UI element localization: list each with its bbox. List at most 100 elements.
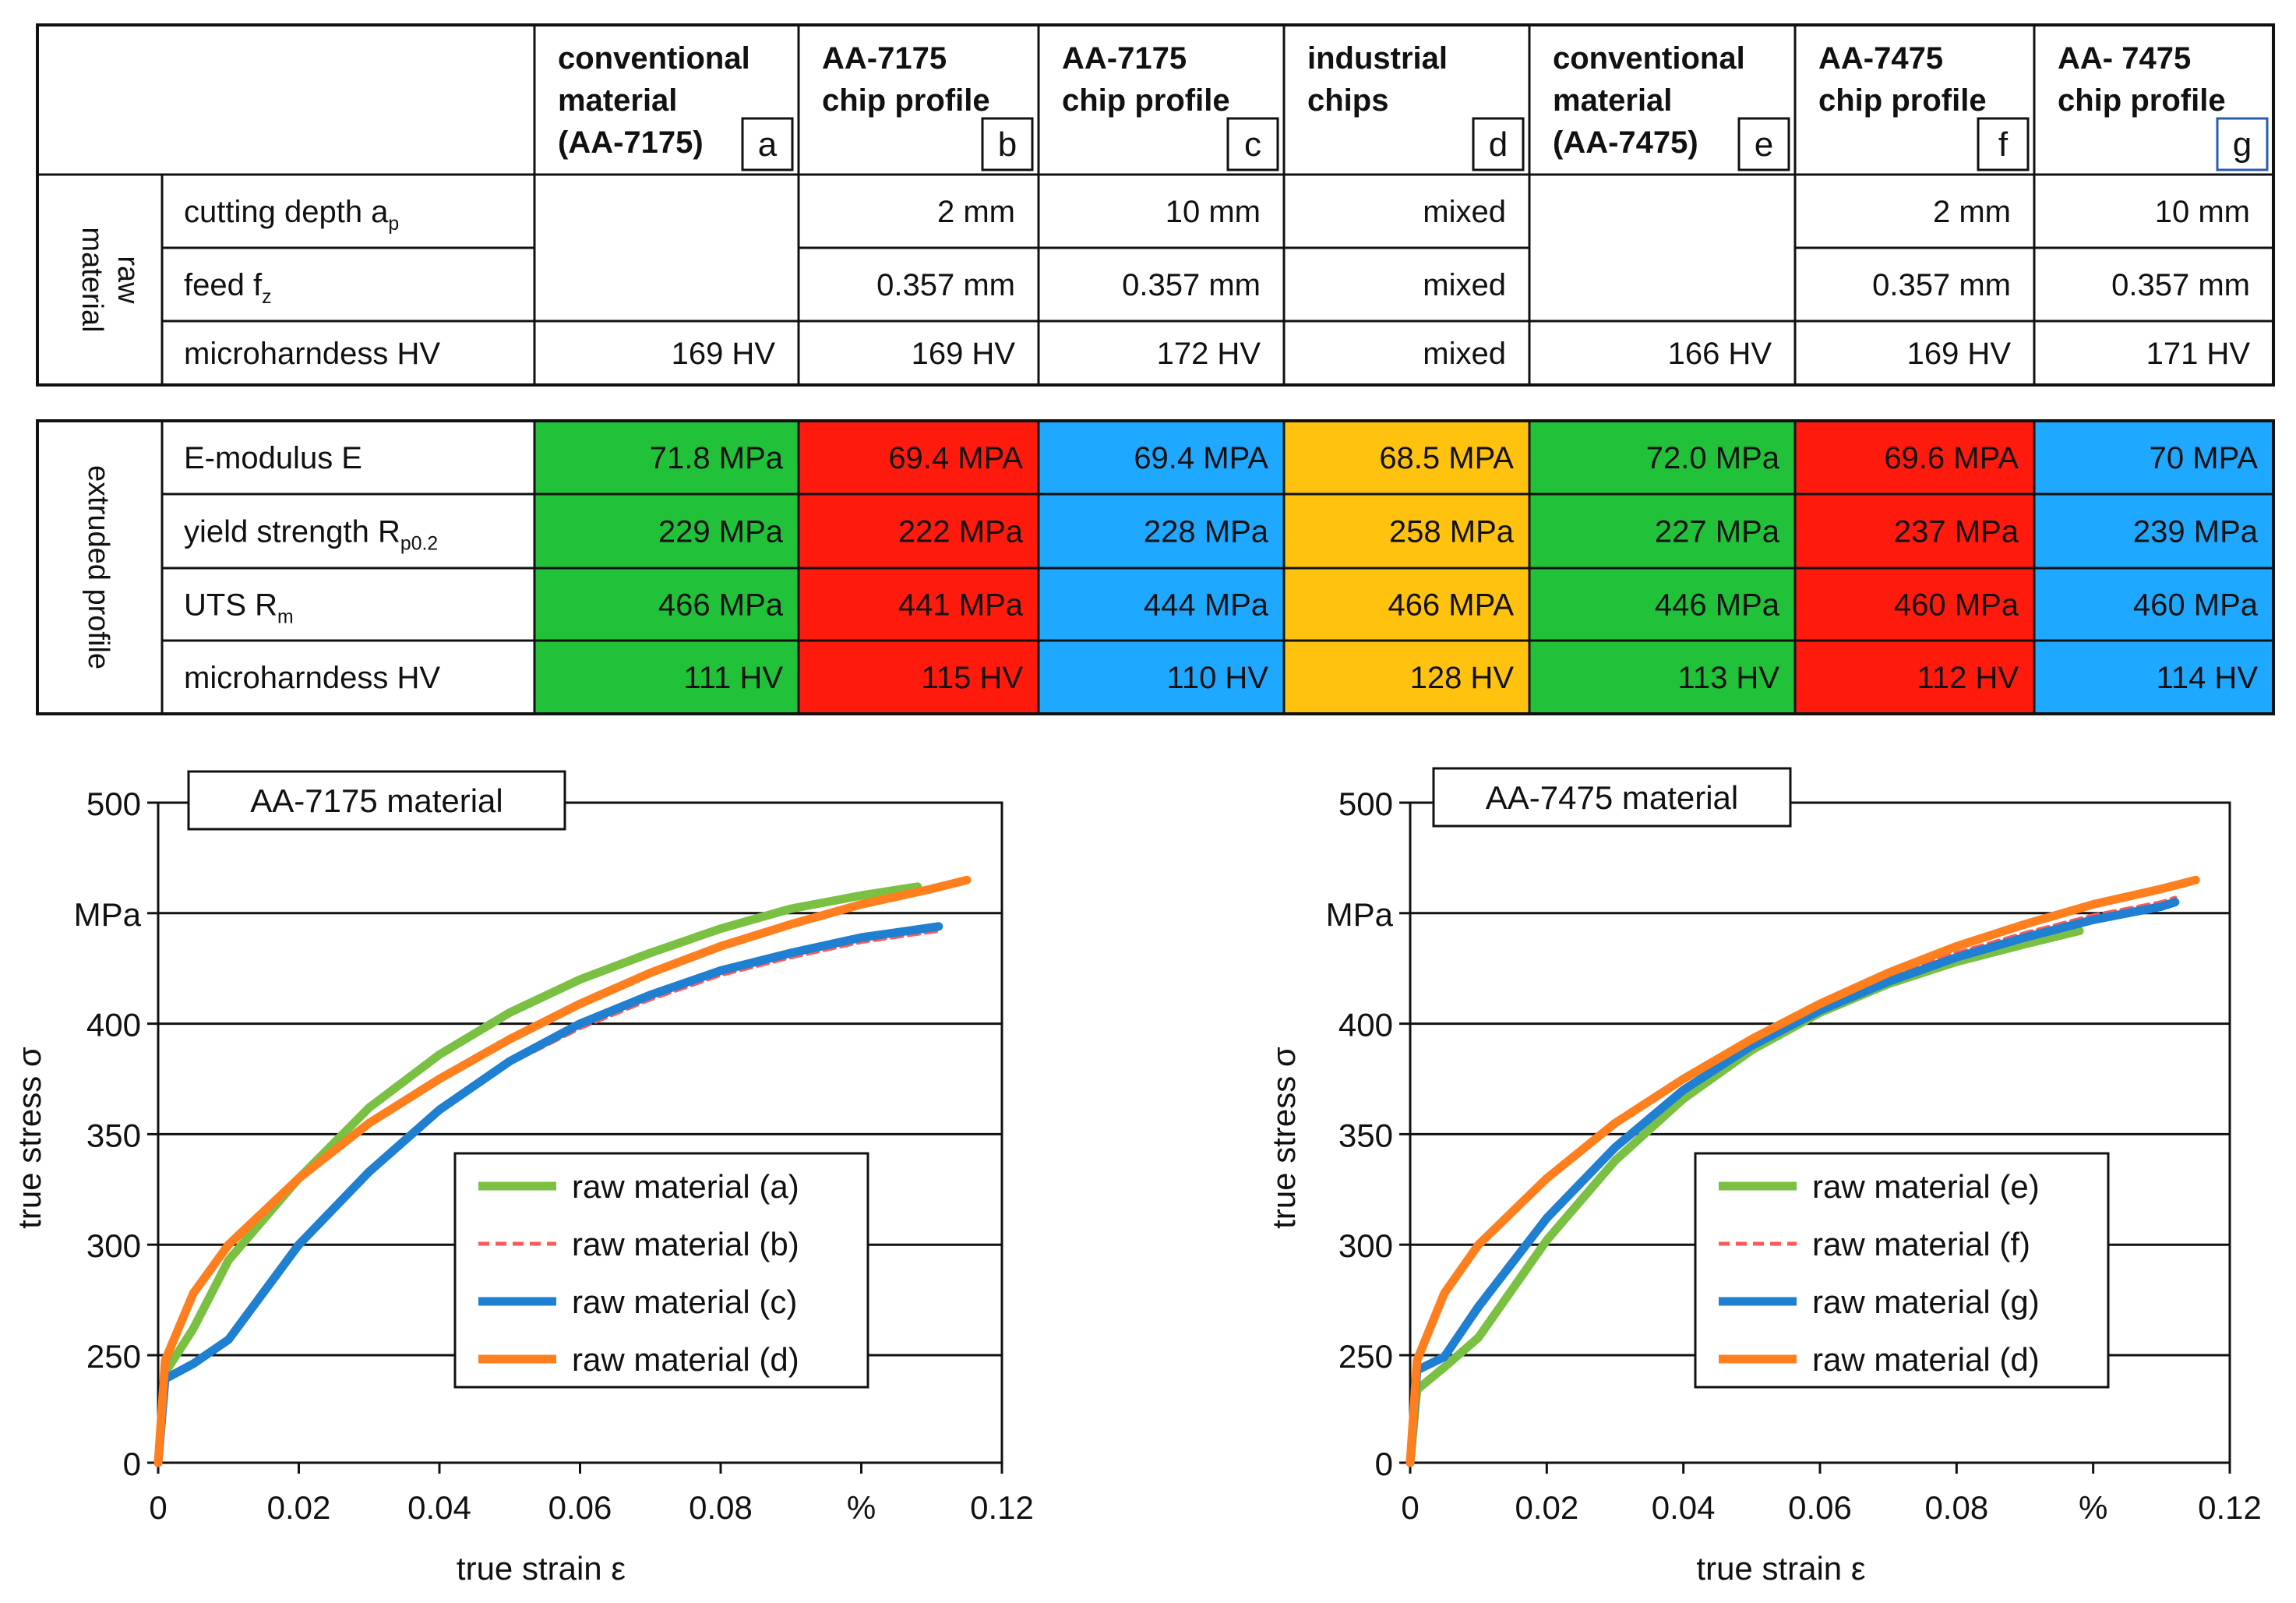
table-cell-value: 0.357 mm	[1872, 268, 2011, 302]
column-letter-e: e	[1755, 125, 1773, 164]
y-tick-label: 300	[1338, 1227, 1393, 1264]
column-letter-f: f	[1998, 125, 2009, 164]
column-letter-box	[1977, 117, 2030, 171]
raw-group-label-line: raw	[111, 256, 144, 304]
column-header-c: AA-7175	[1062, 41, 1187, 76]
column-header-d: chips	[1307, 83, 1388, 118]
y-axis-title-group: true stress σ	[1265, 1047, 1302, 1229]
column-letter-a: a	[758, 125, 778, 164]
y-tick-label: 0	[123, 1446, 141, 1482]
table-cell-value: 444 MPa	[1144, 588, 1269, 623]
table-cell-value: 172 HV	[1157, 337, 1261, 371]
column-letter-d: d	[1489, 125, 1508, 164]
column-header-f: AA-7475	[1818, 41, 1943, 76]
legend-label: raw material (c)	[572, 1283, 797, 1320]
row-label: cutting depth ap	[184, 195, 399, 235]
table-cell-value: 69.4 MPA	[888, 441, 1023, 475]
chart-title: AA-7475 material	[1486, 779, 1739, 816]
column-header-g: chip profile	[2058, 83, 2226, 118]
x-tick-label: %	[847, 1489, 876, 1526]
table-cell-value: 466 MPA	[1388, 588, 1514, 623]
column-header-b: chip profile	[822, 83, 990, 118]
table-cell-value: 115 HV	[922, 661, 1024, 695]
table-cell-value: 258 MPa	[1389, 515, 1515, 549]
y-tick-label: MPa	[1326, 896, 1394, 933]
column-header-e: material	[1553, 83, 1672, 118]
y-tick-label: 300	[86, 1227, 141, 1264]
column-letter-g: g	[2233, 125, 2252, 164]
legend-label: raw material (d)	[572, 1341, 799, 1378]
x-tick-label: 0.02	[1515, 1489, 1578, 1526]
x-tick-label: 0.08	[689, 1489, 753, 1526]
raw-table-border	[36, 23, 2275, 387]
chart-title-box	[1432, 767, 1792, 828]
table-cell-value: 166 HV	[1668, 337, 1772, 371]
table-cell-value: 111 HV	[684, 661, 784, 695]
table-cell-value: 171 HV	[2146, 337, 2251, 371]
table-cell-value: 112 HV	[1917, 661, 2019, 695]
table-cell-value: mixed	[1423, 195, 1506, 229]
row-label: E-modulus E	[184, 441, 362, 475]
y-tick-label: 400	[1338, 1007, 1393, 1043]
table-cell-value: 441 MPa	[898, 588, 1024, 623]
x-tick-label: 0	[149, 1489, 167, 1526]
property-tables: conventional material (AA-7175) a AA-7175 chi…	[36, 23, 2275, 715]
table-cell-value: 110 HV	[1167, 661, 1269, 695]
x-tick-label: 0.08	[1924, 1489, 1988, 1526]
table-cell-value: 2 mm	[937, 195, 1015, 229]
x-tick-label: %	[2079, 1489, 2107, 1526]
table-cell-value: 227 MPa	[1655, 515, 1780, 549]
row-label: UTS Rm	[184, 588, 294, 628]
raw-material-table: conventional material (AA-7175) a AA-7175 chi…	[36, 23, 2275, 387]
x-axis-title: true strain ε	[457, 1550, 626, 1587]
row-label: microharndess HV	[184, 661, 440, 695]
table-cell-value: 69.6 MPA	[1884, 441, 2019, 475]
x-tick-label: 0.06	[1788, 1489, 1852, 1526]
table-cell-value: 237 MPa	[1894, 515, 2019, 549]
table-cell-value: 446 MPa	[1655, 588, 1780, 623]
table-cell-value: 0.357 mm	[1122, 268, 1261, 302]
table-cell-value: 114 HV	[2157, 661, 2259, 695]
x-axis-title: true strain ε	[1696, 1550, 1865, 1587]
legend: raw material (a) raw material (b) raw mate…	[453, 1152, 869, 1389]
column-header-a: conventional	[558, 41, 750, 76]
series-line-c	[1405, 898, 2180, 1467]
column-letter-b: b	[998, 125, 1017, 164]
legend: raw material (e) raw material (f) raw mate…	[1694, 1152, 2110, 1389]
column-header-a: material	[558, 83, 677, 118]
column-header-f: chip profile	[1818, 83, 1987, 118]
legend-label: raw material (e)	[1812, 1168, 2040, 1205]
table-cell-value: 72.0 MPa	[1646, 441, 1780, 475]
table-cell-value: 10 mm	[1166, 195, 1261, 229]
row-label-subscript: z	[262, 287, 271, 308]
table-cell-value: 169 HV	[1907, 337, 2012, 371]
column-letter-box	[1472, 117, 1525, 171]
table-cell-value: 169 HV	[672, 337, 776, 371]
extruded-profile-table: extruded profile E-modulus E 71.8 MPa 69.4 …	[36, 419, 2275, 715]
raw-group-label-line: material	[76, 227, 108, 332]
y-tick-label: 0	[1375, 1446, 1393, 1482]
column-header-g: AA- 7475	[2058, 41, 2191, 76]
legend-box	[453, 1152, 869, 1389]
legend-label: raw material (b)	[572, 1226, 799, 1262]
table-cell-value: 128 HV	[1410, 661, 1515, 695]
row-label-subscript: p0.2	[400, 534, 438, 555]
column-header-e: (AA-7475)	[1553, 125, 1698, 160]
table-cell-value: 69.4 MPA	[1134, 441, 1268, 475]
series-line-a	[153, 882, 922, 1467]
extruded-group-label-line: extruded profile	[82, 465, 115, 669]
table-cell-value: 10 mm	[2155, 195, 2250, 229]
y-tick-label: 350	[1338, 1117, 1393, 1153]
y-tick-label: 400	[86, 1007, 141, 1043]
table-cell-value: 0.357 mm	[2111, 268, 2250, 302]
table-cell-value: 70 MPA	[2150, 441, 2259, 475]
legend-label: raw material (f)	[1812, 1226, 2030, 1262]
table-cell-value: 466 MPa	[658, 588, 784, 623]
table-cell-value: 68.5 MPA	[1379, 441, 1514, 475]
chart-title-box	[187, 770, 566, 831]
column-letter-c: c	[1244, 125, 1261, 164]
table-cell-value: 239 MPa	[2133, 515, 2259, 549]
column-header-e: conventional	[1553, 41, 1745, 76]
y-tick-label: 250	[86, 1338, 141, 1375]
